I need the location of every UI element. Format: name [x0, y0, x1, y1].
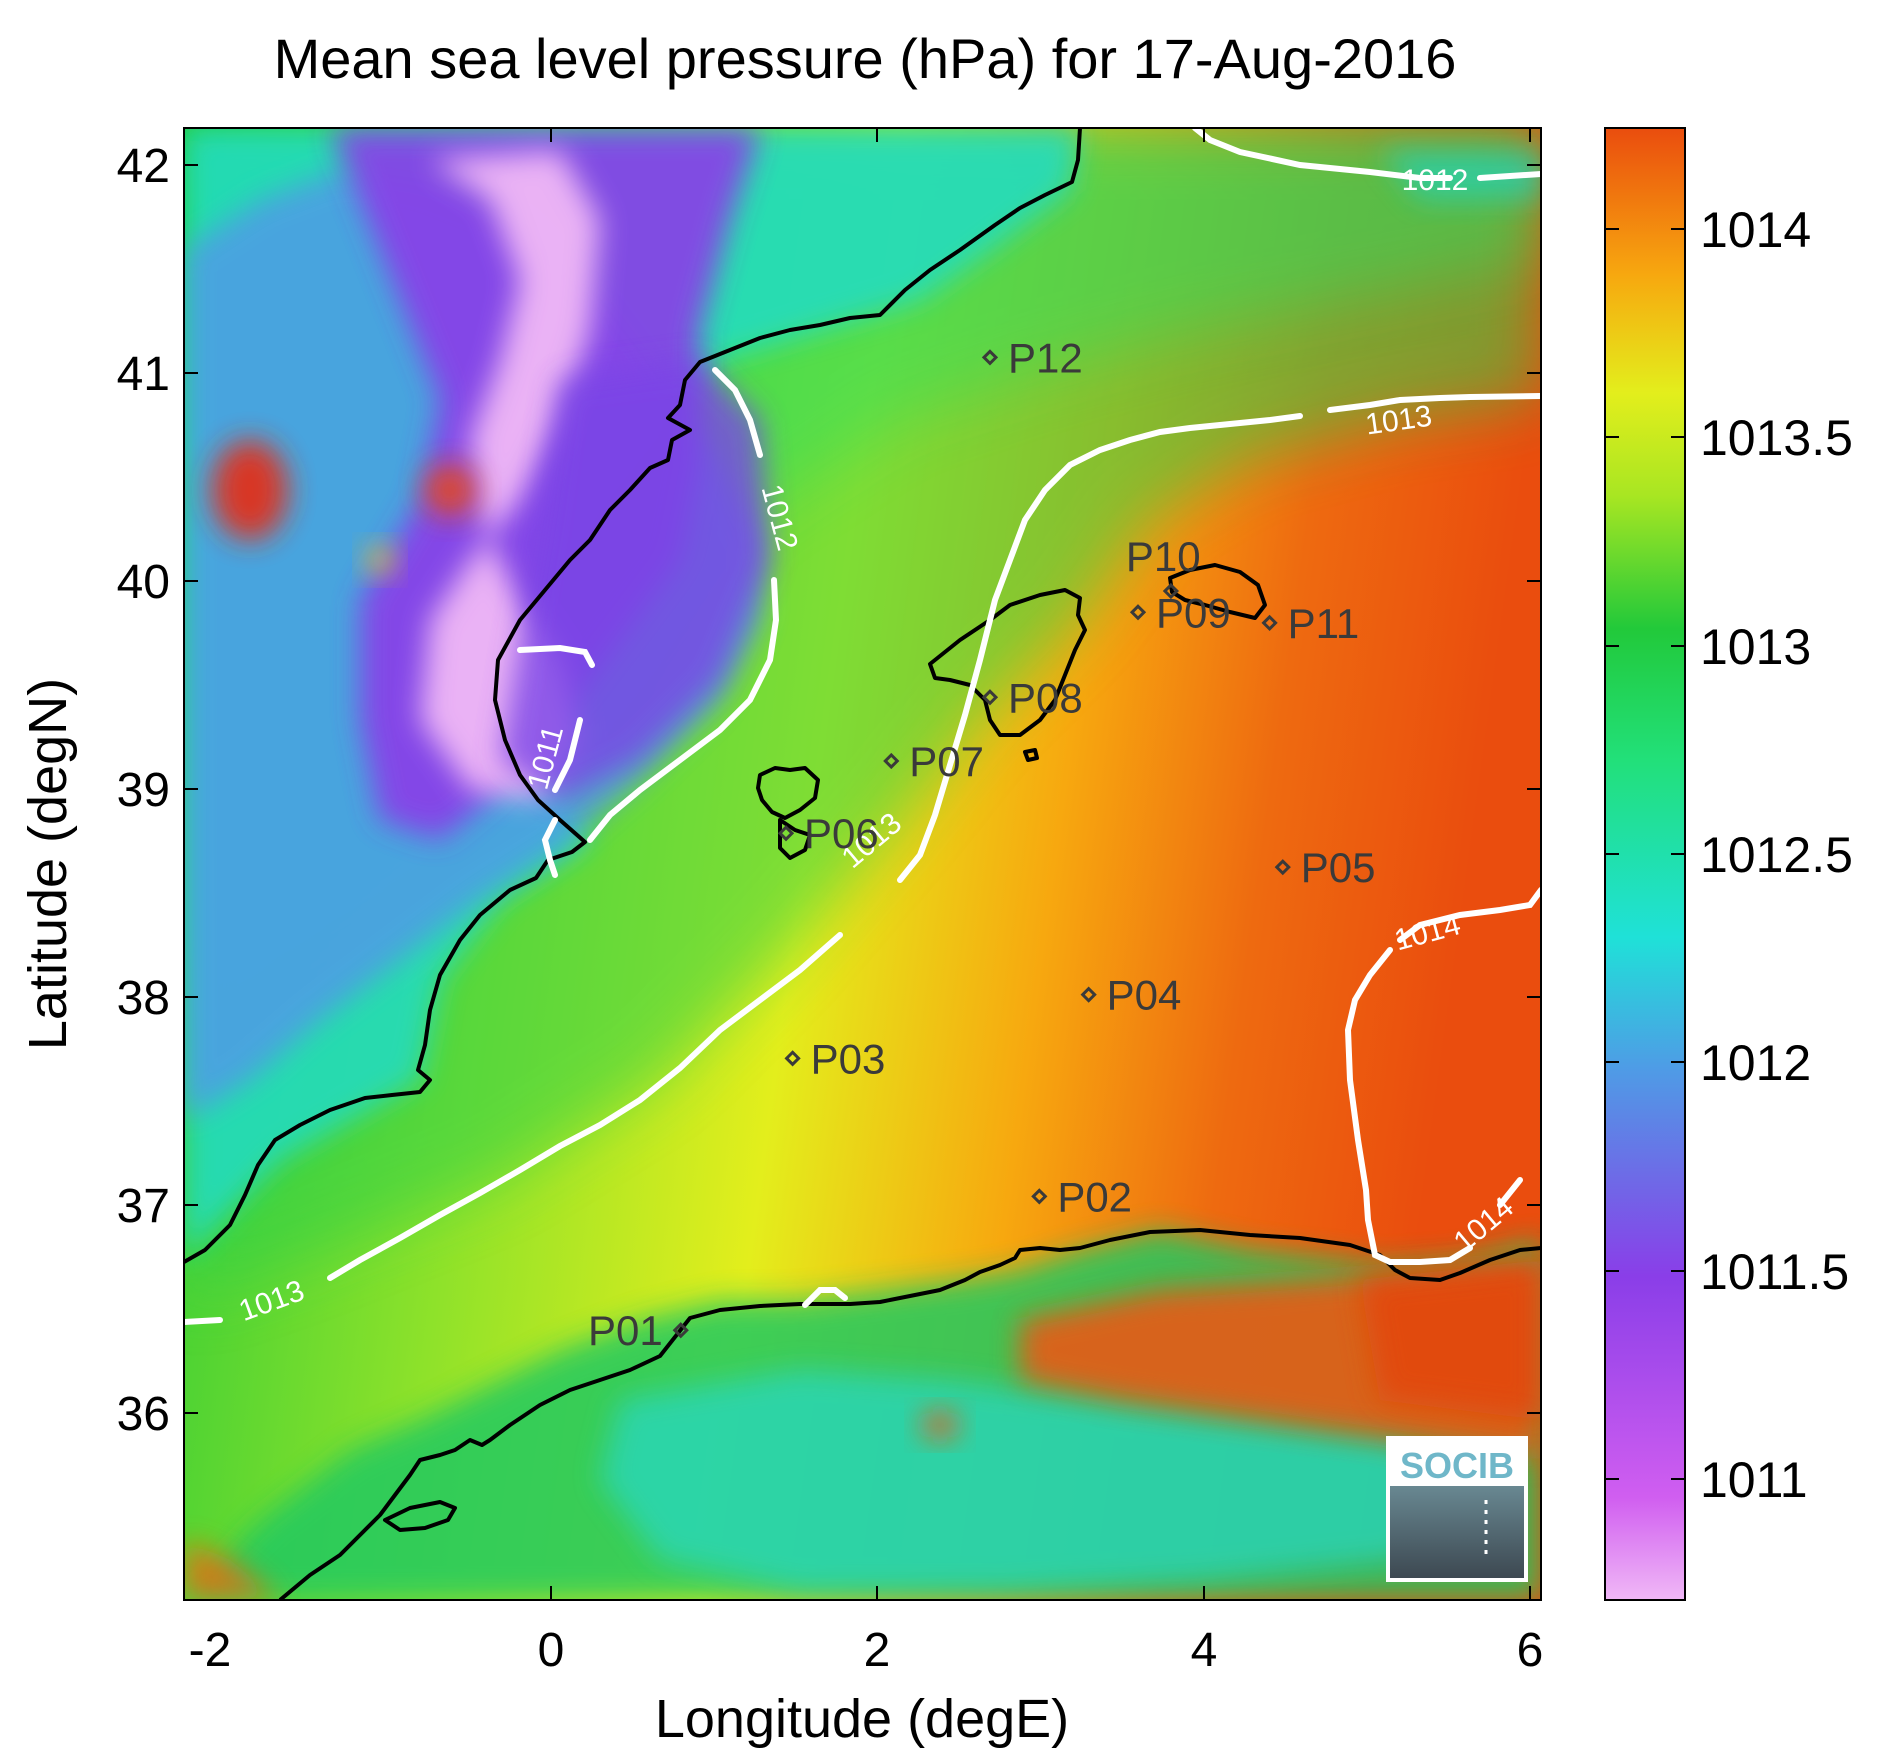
isobar-1012-north	[1192, 128, 1541, 181]
x-tick-label: 4	[1191, 1624, 1218, 1677]
station-marker	[981, 349, 999, 366]
x-tick-label: 2	[864, 1624, 891, 1677]
africa-warm-spot	[922, 1411, 958, 1439]
station-label: P11	[1288, 600, 1360, 647]
y-tick-label: 40	[117, 556, 170, 609]
colorbar-tick-label: 1011	[1700, 1452, 1808, 1508]
colorbar-tick-label: 1013	[1700, 619, 1811, 675]
station-markers: P01 P02 P03 P04 P05 P06 P07 P08 P09 P10 P11 P12	[588, 334, 1375, 1354]
cyan-northeast	[1380, 150, 1541, 200]
station-label: P09	[1156, 589, 1231, 636]
station-marker	[981, 689, 999, 706]
station-marker	[1162, 582, 1180, 600]
station-marker	[1129, 604, 1147, 621]
station-marker	[1080, 986, 1097, 1003]
africa-field-cyan	[600, 1370, 1450, 1590]
logo-text: SOCIB	[1400, 1445, 1514, 1486]
plot-area: 1011 1012 1012 1013 1013 1013 1014 1014 …	[184, 128, 1541, 1600]
station-marker	[1274, 859, 1291, 876]
coast-cabrera	[1023, 748, 1039, 762]
warm-spot-west	[212, 440, 288, 540]
station-label: P06	[804, 810, 879, 857]
plot-frame	[183, 127, 1542, 1601]
sea-low-purple	[500, 360, 770, 800]
colorbar-tick-label: 1011.5	[1700, 1244, 1849, 1300]
isobar-1013	[184, 393, 1541, 1325]
socib-logo: SOCIB	[1386, 1436, 1528, 1582]
y-tick-label: 41	[117, 348, 170, 401]
colorbar-tick-label: 1012.5	[1700, 827, 1853, 883]
isobar-1014-east	[1344, 887, 1541, 1265]
coast-ibiza	[756, 766, 820, 820]
colorbar: 1014 1013.5 1013 1012.5 1012 1011.5 1011	[1604, 127, 1853, 1601]
x-tick-label: 6	[1517, 1624, 1544, 1677]
station-marker	[777, 825, 795, 842]
colorbar-gradient	[1604, 127, 1686, 1601]
land-field-pink	[420, 150, 600, 800]
colorbar-tick-label: 1014	[1700, 202, 1811, 258]
station-label: P08	[1008, 674, 1083, 721]
coast-mallorca	[928, 588, 1087, 737]
y-tick-label: 42	[117, 140, 170, 193]
isobar-1012-coast	[587, 367, 780, 843]
sw-warm-corner	[184, 1540, 280, 1600]
coast-formentera	[778, 818, 812, 860]
coast-iberia	[184, 128, 1082, 1264]
coast-menorca	[1168, 563, 1267, 620]
x-axis-label: Longitude (degE)	[655, 1689, 1069, 1749]
y-tick-label: 36	[117, 1388, 170, 1441]
y-tick-label: 38	[117, 972, 170, 1025]
isobars	[184, 128, 1541, 1325]
station-label: P04	[1107, 972, 1182, 1019]
station-marker	[1031, 1188, 1048, 1205]
warm-spot-small	[366, 546, 394, 574]
x-tick-label: 0	[538, 1624, 565, 1677]
station-marker	[672, 1322, 689, 1339]
station-label: P05	[1301, 844, 1376, 891]
isobar-1011	[517, 644, 595, 878]
station-label: P12	[1008, 334, 1083, 381]
x-tick-label: -2	[189, 1624, 232, 1677]
colorbar-tick-label: 1012	[1700, 1035, 1811, 1091]
y-tick-label: 39	[117, 764, 170, 817]
station-label: P10	[1126, 533, 1201, 580]
chart-title: Mean sea level pressure (hPa) for 17-Aug…	[274, 27, 1457, 90]
y-tick-label: 37	[117, 1180, 170, 1233]
contour-label-1012-north: 1012	[1402, 164, 1469, 197]
coast-africa	[278, 1228, 1541, 1600]
station-label: P07	[909, 738, 984, 785]
axis-tick-marks	[184, 128, 1541, 1600]
y-axis-label: Latitude (degN)	[18, 678, 78, 1050]
station-label: P03	[811, 1035, 886, 1082]
station-marker	[784, 1050, 801, 1067]
coastlines	[184, 128, 1541, 1600]
coast-alboran	[383, 1500, 457, 1532]
colorbar-ticks	[1605, 228, 1685, 1480]
warm-spot-center	[424, 464, 476, 516]
station-marker	[883, 752, 900, 770]
station-label: P02	[1057, 1173, 1132, 1220]
colorbar-tick-label: 1013.5	[1700, 410, 1853, 466]
station-marker	[1261, 614, 1278, 632]
isobar-1014-africa	[802, 1287, 848, 1308]
africa-field-red	[1360, 1260, 1541, 1420]
station-label: P01	[588, 1307, 663, 1354]
